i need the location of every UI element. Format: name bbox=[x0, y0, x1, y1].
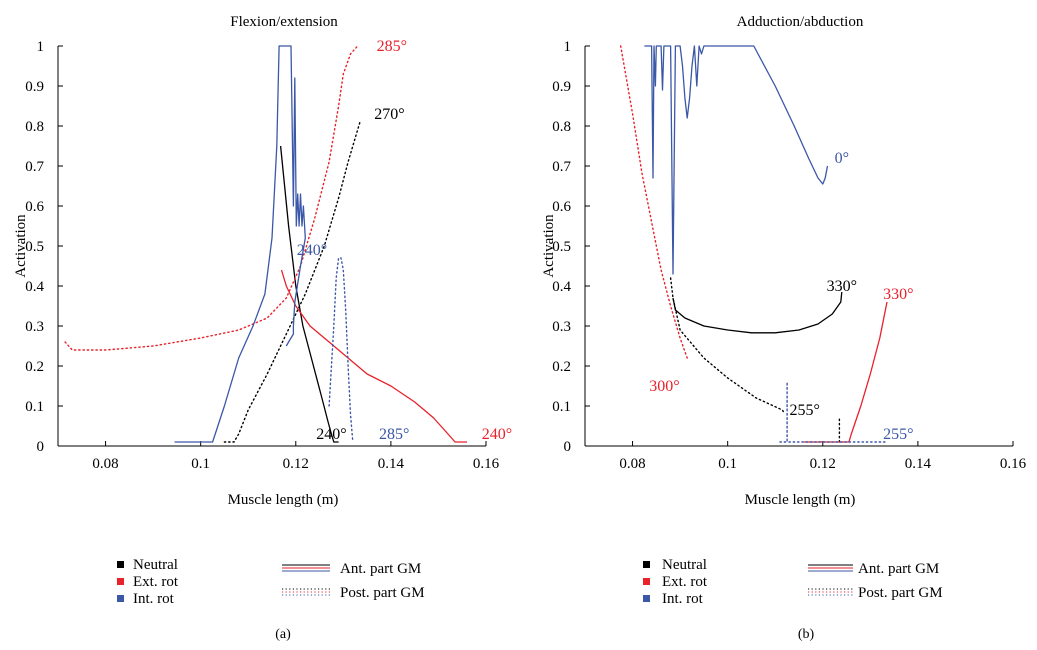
panel-b-y-tick-label: 0.2 bbox=[552, 359, 571, 375]
legend-b-ext-rot-label: Ext. rot bbox=[662, 574, 708, 590]
legend-a-neutral-label: Neutral bbox=[133, 557, 178, 573]
panel-a-y-tick-label: 0.4 bbox=[25, 279, 44, 295]
legend-b-post-swatch bbox=[808, 588, 853, 596]
panel-a-y-tick-label: 0.1 bbox=[25, 399, 44, 415]
legend-a-int-rot-label: Int. rot bbox=[133, 591, 175, 607]
legend-a: Neutral Ext. rot Int. rot Ant. part GM P… bbox=[117, 557, 425, 607]
panel-b-y-tick-label: 0.4 bbox=[552, 279, 571, 295]
panel-a-x-tick-label: 0.08 bbox=[92, 456, 118, 472]
panel-b-series-int-rot-post-part-gm bbox=[779, 381, 888, 443]
panel-b-y-tick-label: 0.6 bbox=[552, 199, 571, 215]
panel-a-annotation: 240° bbox=[482, 426, 512, 443]
panel-b-series-neutral-ant-part-gm bbox=[672, 291, 843, 334]
panel-a-annotation: 270° bbox=[374, 106, 404, 123]
legend-b-ant-swatch bbox=[808, 564, 853, 572]
panel-a-y-tick-label: 0.9 bbox=[25, 79, 44, 95]
legend-a-ext-rot-label: Ext. rot bbox=[133, 574, 179, 590]
panel-a-y-tick-label: 0.2 bbox=[25, 359, 44, 375]
panel-a-series-int-rot-ant-part-gm bbox=[174, 45, 306, 443]
panel-b-series-ext-rot-ant-part-gm bbox=[803, 301, 888, 443]
panel-a: Flexion/extension Muscle length (m) Acti… bbox=[13, 14, 512, 642]
panel-a-annotation: 240° bbox=[316, 426, 346, 443]
panel-a-y-tick-label: 0.8 bbox=[25, 119, 44, 135]
panel-b-x-tick-label: 0.1 bbox=[718, 456, 737, 472]
panel-b-label: (b) bbox=[798, 627, 815, 642]
panel-a-annotation: 240° bbox=[297, 242, 327, 259]
panel-a-series-neutral-post-part-gm bbox=[223, 121, 361, 443]
panel-b-x-tick-label: 0.08 bbox=[619, 456, 645, 472]
panel-a-y-tick-label: 0.7 bbox=[25, 159, 44, 175]
panel-a-x-tick-label: 0.14 bbox=[378, 456, 405, 472]
panel-b-y-tick-label: 0.3 bbox=[552, 319, 571, 335]
panel-b-series-neutral-post-part-gm bbox=[669, 277, 786, 415]
panel-b-ylabel: Activation bbox=[541, 214, 557, 278]
legend-b-ant-label: Ant. part GM bbox=[858, 561, 939, 577]
panel-a-title: Flexion/extension bbox=[230, 14, 338, 30]
panel-a-ylabel: Activation bbox=[13, 214, 29, 278]
legend-a-post-label: Post. part GM bbox=[340, 585, 425, 601]
panel-a-y-tick-label: 0.5 bbox=[25, 239, 44, 255]
panel-a-xlabel: Muscle length (m) bbox=[228, 492, 339, 508]
legend-b-neutral-marker bbox=[643, 561, 650, 568]
panel-b-y-tick-label: 0.8 bbox=[552, 119, 571, 135]
panel-b-x-tick-label: 0.14 bbox=[905, 456, 932, 472]
legend-a-neutral-marker bbox=[117, 561, 124, 568]
panel-a-annotation: 285° bbox=[379, 426, 409, 443]
panel-b-annotation: 0° bbox=[835, 150, 849, 167]
panel-b-annotation: 300° bbox=[649, 378, 679, 395]
legend-b-ext-rot-marker bbox=[643, 578, 650, 585]
panel-a-y-tick-label: 1 bbox=[37, 39, 45, 55]
legend-b-int-rot-label: Int. rot bbox=[662, 591, 704, 607]
panel-a-x-tick-label: 0.12 bbox=[283, 456, 309, 472]
legend-b-post-label: Post. part GM bbox=[858, 585, 943, 601]
legend-a-ant-label: Ant. part GM bbox=[340, 561, 421, 577]
legend-a-post-swatch bbox=[282, 588, 330, 596]
panel-a-label: (a) bbox=[275, 627, 291, 642]
panel-b-annotation: 330° bbox=[827, 278, 857, 295]
panel-b: Adduction/abduction Muscle length (m) Ac… bbox=[541, 14, 1027, 642]
panel-a-series-int-rot-post-part-gm bbox=[328, 257, 354, 443]
panel-b-y-tick-label: 1 bbox=[564, 39, 572, 55]
legend-a-ext-rot-marker bbox=[117, 578, 124, 585]
panel-b-y-tick-label: 0.7 bbox=[552, 159, 571, 175]
legend-a-ant-swatch bbox=[282, 564, 330, 572]
panel-b-annotation: 255° bbox=[883, 426, 913, 443]
panel-a-series-ext-rot-post-part-gm bbox=[64, 45, 359, 351]
panel-b-y-tick-label: 0.1 bbox=[552, 399, 571, 415]
panel-b-y-tick-label: 0.9 bbox=[552, 79, 571, 95]
panel-b-title: Adduction/abduction bbox=[737, 14, 864, 30]
panel-b-series-ext-rot-post-part-gm bbox=[620, 45, 688, 359]
legend-b: Neutral Ext. rot Int. rot Ant. part GM P… bbox=[643, 557, 943, 607]
panel-b-y-tick-label: 0 bbox=[564, 439, 572, 455]
panel-a-y-tick-label: 0.6 bbox=[25, 199, 44, 215]
legend-a-int-rot-marker bbox=[117, 595, 124, 602]
panel-a-x-tick-label: 0.1 bbox=[191, 456, 210, 472]
panel-b-annotation: 330° bbox=[883, 286, 913, 303]
panel-b-x-tick-label: 0.12 bbox=[810, 456, 836, 472]
panel-a-series-ext-rot-ant-part-gm bbox=[280, 269, 467, 443]
panel-a-y-tick-label: 0.3 bbox=[25, 319, 44, 335]
legend-b-neutral-label: Neutral bbox=[662, 557, 707, 573]
legend-b-int-rot-marker bbox=[643, 595, 650, 602]
panel-a-series-neutral-ant-part-gm bbox=[279, 145, 339, 443]
panel-b-annotation: 255° bbox=[789, 402, 819, 419]
panel-b-x-tick-label: 0.16 bbox=[1000, 456, 1027, 472]
panel-a-x-tick-label: 0.16 bbox=[473, 456, 500, 472]
panel-a-annotation: 285° bbox=[377, 38, 407, 55]
panel-b-y-tick-label: 0.5 bbox=[552, 239, 571, 255]
panel-a-y-tick-label: 0 bbox=[37, 439, 45, 455]
panel-b-xlabel: Muscle length (m) bbox=[745, 492, 856, 508]
panel-b-series-int-rot-ant-part-gm bbox=[644, 45, 829, 275]
